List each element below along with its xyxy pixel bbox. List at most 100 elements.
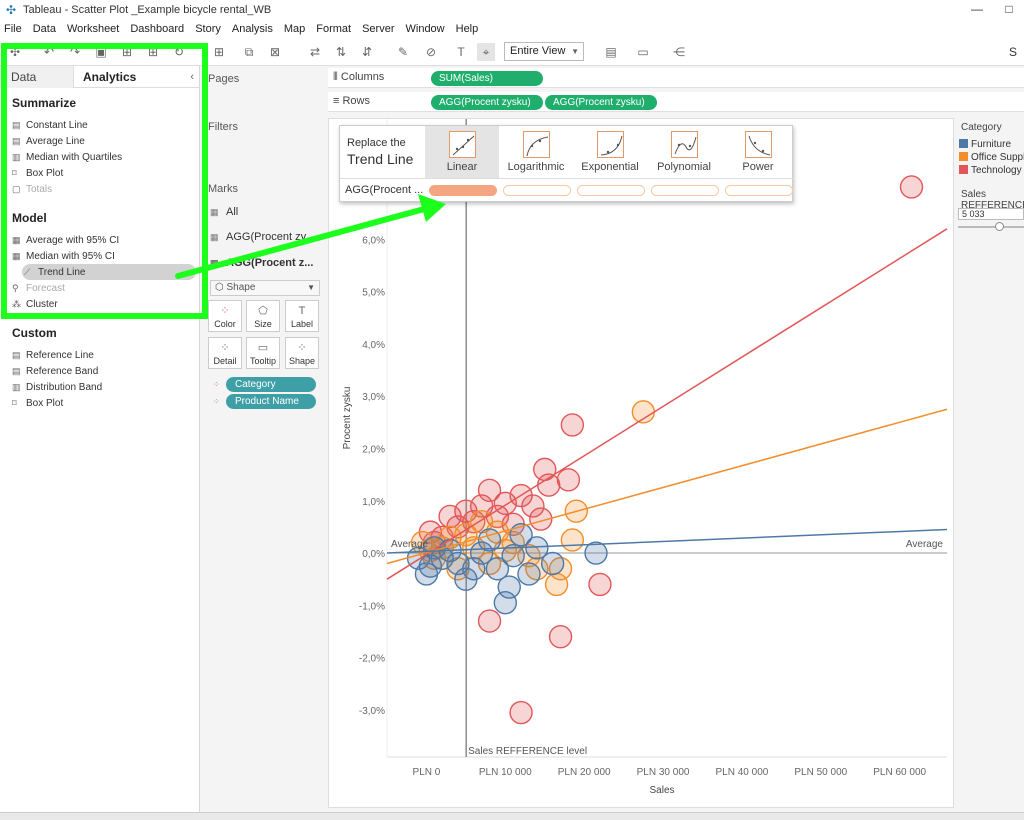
- logarithmic-indicator[interactable]: [503, 185, 571, 196]
- menu-file[interactable]: File: [4, 23, 22, 35]
- rows-shelf[interactable]: ≡ Rows AGG(Procent zysku) AGG(Procent zy…: [328, 92, 1024, 112]
- sum-sales-pill[interactable]: SUM(Sales): [431, 71, 543, 86]
- median-quartiles-item[interactable]: ▥ Median with Quartiles: [12, 149, 122, 165]
- save-icon[interactable]: ▣: [95, 45, 107, 59]
- data-point: [509, 700, 533, 725]
- trend-option-polynomial[interactable]: Polynomial: [647, 126, 721, 178]
- columns-shelf[interactable]: ⦀ Columns SUM(Sales): [328, 68, 1024, 88]
- polynomial-indicator[interactable]: [651, 185, 719, 196]
- office-supplies-label: Office Supplies: [971, 152, 1024, 163]
- median-ci-icon: ▦: [12, 251, 21, 261]
- menu-help[interactable]: Help: [455, 23, 479, 35]
- tableau-home-icon[interactable]: ✣: [9, 45, 21, 59]
- parameter-slider-thumb[interactable]: [995, 222, 1004, 231]
- menu-story[interactable]: Story: [195, 23, 221, 35]
- new-sheet-icon[interactable]: ⊞: [147, 45, 159, 59]
- exponential-indicator[interactable]: [577, 185, 645, 196]
- average-ci-item[interactable]: ▦ Average with 95% CI: [12, 232, 119, 248]
- menu-window[interactable]: Window: [405, 23, 445, 35]
- parameter-slider-track[interactable]: [958, 226, 1024, 228]
- menu-server[interactable]: Server: [362, 23, 395, 35]
- scatter-chart[interactable]: -3,0% -2,0% -1,0% 0,0% 1,0% 2,0% 3,0% 4,0% 5,0% 6…: [329, 119, 955, 809]
- sort-ascending-icon[interactable]: ⇅: [335, 45, 347, 59]
- reference-band-item[interactable]: ▤ Reference Band: [12, 363, 98, 379]
- category-field-pill[interactable]: Category: [226, 377, 316, 392]
- redo-icon[interactable]: ↷: [69, 45, 81, 59]
- data-point: [418, 554, 443, 578]
- legend-item-technology[interactable]: Technology: [959, 165, 1022, 176]
- sort-descending-icon[interactable]: ⇵: [361, 45, 373, 59]
- reference-line-label: Sales REFFERENCE level: [468, 746, 587, 757]
- show-me-label[interactable]: S: [1008, 45, 1017, 59]
- mark-type-dropdown[interactable]: ⬡ Shape ▼: [210, 280, 320, 296]
- custom-box-plot-item[interactable]: ⌑ Box Plot: [12, 395, 63, 411]
- rows-pill-2[interactable]: AGG(Procent zysku): [545, 95, 657, 110]
- trend-option-exponential[interactable]: Exponential: [573, 126, 647, 178]
- detail-button-label: Detail: [213, 356, 237, 366]
- marks-icon: ▦: [210, 258, 219, 268]
- highlight-icon[interactable]: ✎: [397, 45, 409, 59]
- reference-line-item[interactable]: ▤ Reference Line: [12, 347, 94, 363]
- product-name-field-pill[interactable]: Product Name: [226, 394, 316, 409]
- trend-line-item[interactable]: ⟋ Trend Line: [22, 264, 196, 280]
- menu-analysis[interactable]: Analysis: [231, 23, 273, 35]
- maximize-button[interactable]: □: [1005, 2, 1013, 16]
- fix-axes-icon[interactable]: ⌖: [477, 43, 495, 61]
- swap-icon[interactable]: ⇄: [309, 45, 321, 59]
- parameter-value-input[interactable]: 5 033: [958, 208, 1024, 220]
- trend-option-linear[interactable]: Linear: [425, 126, 499, 178]
- show-cards-icon[interactable]: ▤: [605, 45, 617, 59]
- average-line-item[interactable]: ▤ Average Line: [12, 133, 85, 149]
- duplicate-icon[interactable]: ⧉: [244, 45, 254, 59]
- group-icon[interactable]: ⊘: [425, 45, 437, 59]
- tab-analytics[interactable]: Analytics: [83, 70, 137, 84]
- marks-tab-1[interactable]: ▦ AGG(Procent zy...: [210, 231, 314, 247]
- size-button[interactable]: ⬠ Size: [246, 300, 280, 332]
- trend-option-logarithmic[interactable]: Logarithmic: [499, 126, 573, 178]
- exponential-option-label: Exponential: [581, 161, 639, 173]
- distribution-band-item[interactable]: ▥ Distribution Band: [12, 379, 102, 395]
- menu-data[interactable]: Data: [32, 23, 56, 35]
- shape-button[interactable]: ⁘ Shape: [285, 337, 319, 369]
- refresh-icon[interactable]: ↻: [173, 45, 185, 59]
- reference-band-label: Reference Band: [26, 366, 99, 377]
- linear-indicator[interactable]: [429, 185, 497, 196]
- detail-button[interactable]: ⁘ Detail: [208, 337, 242, 369]
- new-datasource-icon[interactable]: ⊞: [121, 45, 133, 59]
- y-tick-label: -3,0%: [359, 706, 385, 717]
- labels-icon[interactable]: T: [457, 45, 465, 59]
- legend-item-office-supplies[interactable]: Office Supplies: [959, 152, 1024, 163]
- legend-item-furniture[interactable]: Furniture: [959, 139, 1011, 150]
- marks-tab-all[interactable]: ▦ All: [210, 206, 238, 222]
- collapse-pane-icon[interactable]: ‹: [190, 71, 194, 83]
- label-button[interactable]: T Label: [285, 300, 319, 332]
- totals-item: ▢ Totals: [12, 181, 52, 197]
- minimize-button[interactable]: —: [971, 2, 983, 16]
- menu-format[interactable]: Format: [316, 23, 352, 35]
- menu-map[interactable]: Map: [283, 23, 306, 35]
- data-point: [493, 591, 518, 615]
- tab-data[interactable]: Data: [0, 66, 74, 88]
- menu-dashboard[interactable]: Dashboard: [130, 23, 185, 35]
- median-quartiles-icon: ▥: [12, 152, 21, 162]
- undo-icon[interactable]: ↶: [43, 45, 55, 59]
- new-worksheet-icon[interactable]: ⊞: [213, 45, 225, 59]
- constant-line-item[interactable]: ▤ Constant Line: [12, 117, 88, 133]
- marks-tab-2[interactable]: ▦ AGG(Procent z...: [210, 257, 313, 273]
- fit-dropdown[interactable]: Entire View ▼: [504, 42, 584, 61]
- distribution-band-label: Distribution Band: [26, 382, 103, 393]
- menu-worksheet[interactable]: Worksheet: [66, 23, 120, 35]
- power-indicator[interactable]: [725, 185, 793, 196]
- worksheet-view[interactable]: -3,0% -2,0% -1,0% 0,0% 1,0% 2,0% 3,0% 4,0% 5,0% 6…: [328, 118, 954, 808]
- popup-divider: [340, 178, 794, 179]
- clear-sheet-icon[interactable]: ⊠: [269, 45, 281, 59]
- trend-option-power[interactable]: Power: [721, 126, 795, 178]
- cluster-item[interactable]: ⁂ Cluster: [12, 296, 58, 312]
- color-button[interactable]: ⁘ Color: [208, 300, 242, 332]
- box-plot-item[interactable]: ⌑ Box Plot: [12, 165, 63, 181]
- share-icon[interactable]: ⋲: [673, 45, 685, 59]
- tooltip-button[interactable]: ▭ Tooltip: [246, 337, 280, 369]
- rows-pill-1[interactable]: AGG(Procent zysku): [431, 95, 543, 110]
- presentation-mode-icon[interactable]: ▭: [637, 45, 649, 59]
- median-ci-item[interactable]: ▦ Median with 95% CI: [12, 248, 115, 264]
